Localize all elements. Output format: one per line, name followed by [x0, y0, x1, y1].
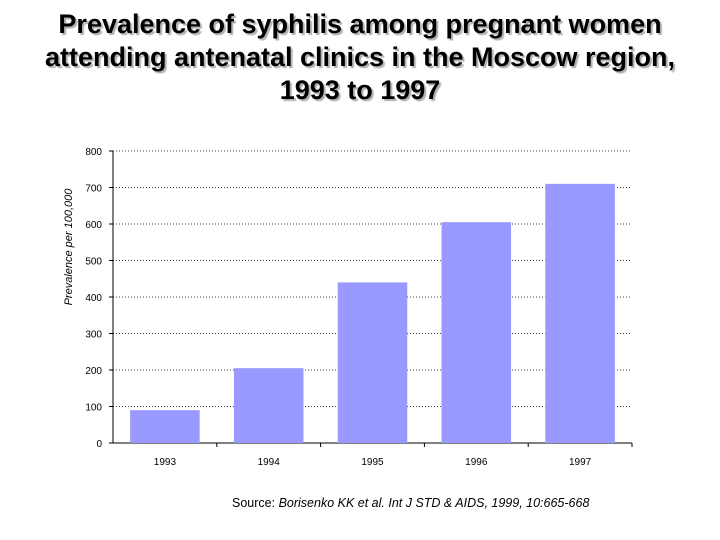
bar-1996: [441, 222, 512, 443]
y-tick-label-800: 800: [85, 147, 102, 158]
y-tick-label-0: 0: [96, 439, 102, 450]
y-tick-label-500: 500: [85, 257, 102, 268]
source-citation: Borisenko KK et al. Int J STD & AIDS, 19…: [278, 496, 590, 510]
chart-title-line-1: Prevalence of syphilis among pregnant wo…: [58, 9, 662, 39]
y-tick-label-100: 100: [85, 403, 102, 414]
source-label: Source:: [232, 496, 276, 510]
bar-1995: [337, 282, 408, 443]
chart-title-line-3: 1993 to 1997: [279, 75, 441, 105]
y-tick-label-200: 200: [85, 366, 102, 377]
bar-1993: [130, 410, 200, 443]
y-tick-label-300: 300: [85, 330, 102, 341]
y-tick-label-400: 400: [85, 293, 102, 304]
chart-title: Prevalence of syphilis among pregnant wo…: [0, 8, 720, 107]
x-tick-label-1995: 1995: [361, 457, 384, 468]
y-axis-label: Prevalence per 100,000: [63, 188, 75, 306]
x-tick-label-1994: 1994: [258, 457, 281, 468]
y-tick-label-600: 600: [85, 220, 102, 231]
source-note: Source: Borisenko KK et al. Int J STD & …: [232, 496, 589, 510]
y-tick-label-700: 700: [85, 184, 102, 195]
x-tick-label-1993: 1993: [154, 457, 177, 468]
x-tick-label-1996: 1996: [465, 457, 488, 468]
bar-1994: [233, 368, 304, 443]
chart-title-line-2: attending antenatal clinics in the Mosco…: [44, 42, 676, 72]
bar-1997: [545, 183, 615, 443]
x-tick-label-1997: 1997: [569, 457, 592, 468]
